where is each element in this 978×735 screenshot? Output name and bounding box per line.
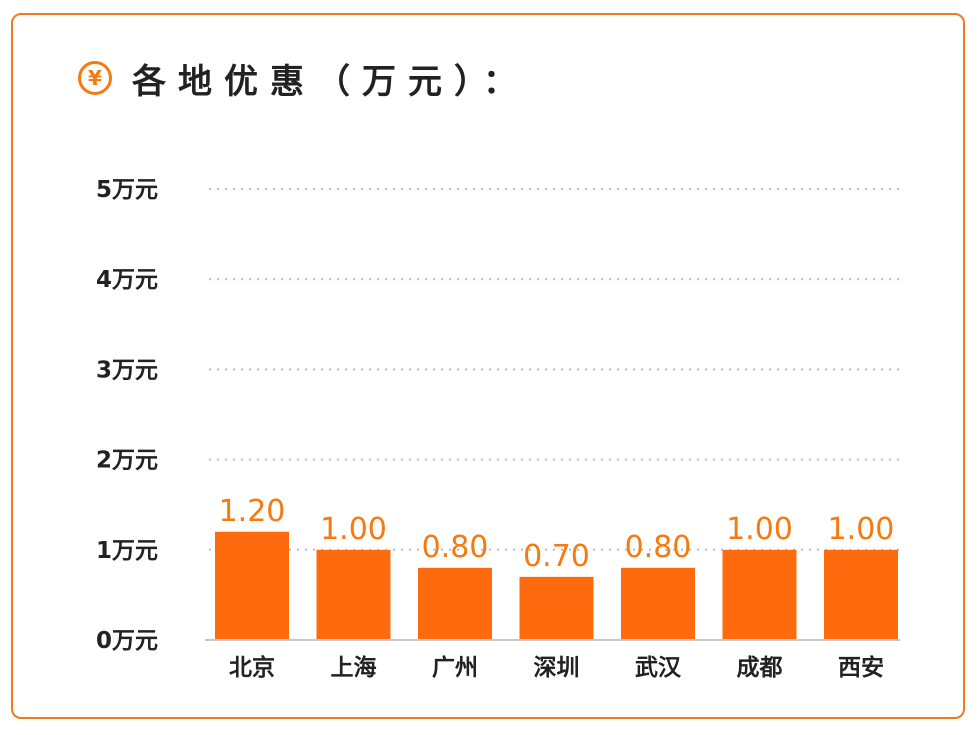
y-tick-label: 5万元 [96,177,158,203]
x-tick-label: 广州 [432,654,478,681]
x-tick-label: 西安 [838,654,884,681]
data-label: 1.00 [726,512,793,547]
bar [621,567,695,640]
y-tick-label: 4万元 [96,267,158,293]
bar [519,576,594,640]
x-tick-label: 深圳 [534,655,580,681]
bar [215,531,289,640]
y-tick-label: 1万元 [96,538,158,564]
data-label: 1.20 [219,494,286,529]
y-tick-label: 2万元 [96,448,158,474]
data-label: 0.80 [422,530,489,565]
x-axis-ticks: 北京 上海 广州 深圳 武汉 成都 西安 [229,654,884,681]
bar [418,567,492,640]
y-tick-label: 3万元 [96,357,158,383]
chart-title: 各地优惠（万元）： [132,61,529,102]
x-tick-label: 成都 [737,655,783,681]
x-tick-label: 北京 [229,654,275,681]
bars [215,531,898,640]
data-label: 0.70 [523,539,590,574]
grid-lines [209,188,900,551]
data-label: 1.00 [828,512,895,547]
chart-header: ¥ 各地优惠（万元）： [78,56,529,102]
x-tick-label: 上海 [331,654,377,681]
data-label: 1.00 [320,512,387,547]
data-label: 0.80 [625,530,692,565]
bar [316,549,391,640]
y-axis-ticks: 0万元 1万元 2万元 3万元 4万元 5万元 [96,177,158,654]
y-tick-label: 0万元 [96,628,158,654]
yen-icon: ¥ [78,61,112,95]
bar [824,549,898,640]
data-labels: 1.20 1.00 0.80 0.70 0.80 1.00 1.00 [219,494,895,574]
bar [722,549,797,640]
x-tick-label: 武汉 [635,655,682,681]
